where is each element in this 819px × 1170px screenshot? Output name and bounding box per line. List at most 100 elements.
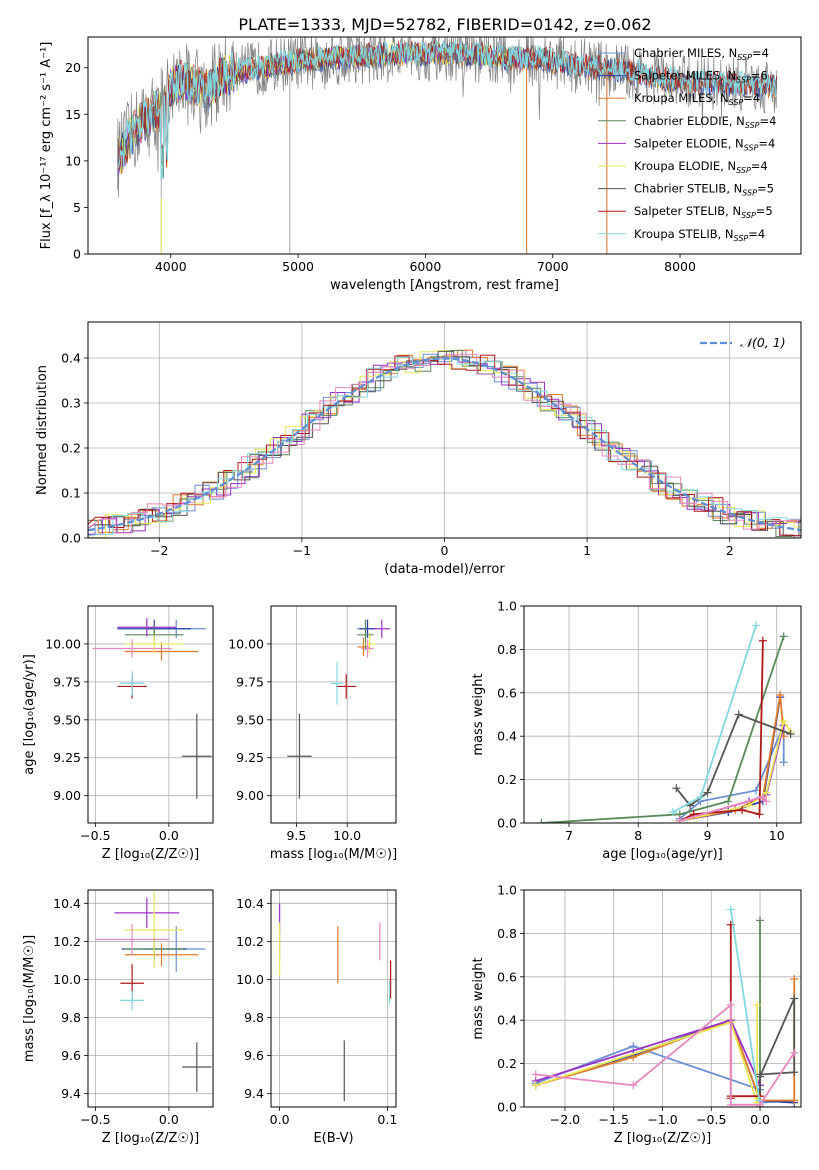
y-tick-label: 9.6 <box>61 1048 81 1063</box>
x-tick-label: −0.5 <box>80 828 110 843</box>
y-tick-label: 5 <box>73 200 81 215</box>
legend-entry-subscript: SSP <box>729 98 744 107</box>
y-tick-label: 0.0 <box>497 816 517 831</box>
age-vs-metallicity-panel: −0.5 0.0 9.00 9.25 9.50 9.75 10.00 Z [log₁₀(Z/Z… <box>22 605 214 862</box>
y-tick-label: 0.4 <box>497 729 517 744</box>
y-axis-label: Normed distribution <box>35 365 50 495</box>
legend-entry-subscript: SSP <box>744 143 759 152</box>
mass-weight-marker <box>790 1096 799 1105</box>
x-tick-label: 9.5 <box>286 828 306 843</box>
mass-vs-metallicity-panel: −0.5 0.0 9.4 9.6 9.8 10.0 10.2 10.4 Z [log₁₀(Z/Z… <box>22 889 214 1146</box>
x-tick-label: 4000 <box>155 259 187 274</box>
plot-area <box>116 37 778 254</box>
y-axis-label: age [log₁₀(age/yr)] <box>22 654 37 775</box>
mass-weight-marker <box>726 1100 735 1107</box>
mass-weight-series-line <box>535 1003 795 1106</box>
x-tick-label: 7 <box>565 828 573 843</box>
mass-weight-marker <box>726 1001 735 1010</box>
y-tick-label: 0.3 <box>61 396 81 411</box>
y-axis-label: mass weight <box>471 957 486 1039</box>
y-tick-label: 9.50 <box>53 712 81 727</box>
legend-entry: Chabrier ELODIE, NSSP=4 <box>634 114 776 130</box>
y-tick-label: 1.0 <box>497 599 517 614</box>
x-tick-label: 0.0 <box>750 1112 770 1127</box>
mass-weight-marker <box>779 717 788 726</box>
legend-entry-value: =5 <box>756 204 773 218</box>
y-tick-label: 0.2 <box>61 441 81 456</box>
x-tick-label: 10 <box>769 828 785 843</box>
legend-entry-value: =4 <box>751 159 768 173</box>
legend-entry: 𝒩(0, 1) <box>740 335 786 350</box>
legend-entry: Salpeter ELODIE, NSSP=4 <box>634 136 775 152</box>
plot-frame <box>523 605 802 824</box>
legend-entry: Kroupa MILES, NSSP=4 <box>634 91 760 107</box>
y-tick-label: 1.0 <box>497 883 517 898</box>
mass-weight-marker <box>629 1081 638 1090</box>
mass-weight-marker <box>756 1072 765 1081</box>
y-tick-label: 15 <box>65 107 81 122</box>
mass-weight-marker <box>734 710 743 719</box>
plot-area <box>95 891 212 1092</box>
mass-weight-marker <box>753 1001 762 1010</box>
y-tick-label: 0.1 <box>61 486 81 501</box>
y-tick-label: 0.0 <box>61 531 81 546</box>
x-axis-label: Z [log₁₀(Z/Z☉)] <box>102 847 199 862</box>
y-tick-label: 9.00 <box>53 788 81 803</box>
legend-entry-value: =4 <box>752 46 769 60</box>
x-axis-label: Z [log₁₀(Z/Z☉)] <box>614 1131 711 1146</box>
legend-entry-text: Salpeter STELIB, N <box>634 204 741 218</box>
y-tick-label: 9.8 <box>244 1010 264 1025</box>
residual-histogram-step <box>88 356 801 537</box>
plot-frame <box>87 36 802 255</box>
legend-entry-value: =4 <box>758 136 775 150</box>
y-tick-label: 9.75 <box>236 674 264 689</box>
y-tick-label: 20 <box>65 60 81 75</box>
residual-histogram-step <box>88 350 801 538</box>
x-axis-label: mass [log₁₀(M/M☉)] <box>270 847 397 862</box>
mass-weight-series-line <box>759 998 796 1097</box>
plot-area <box>88 349 801 538</box>
legend-entry-text: Chabrier MILES, N <box>634 46 737 60</box>
legend-entry-subscript: SSP <box>736 76 751 85</box>
x-tick-label: 8000 <box>664 259 696 274</box>
y-tick-label: 0.0 <box>497 1100 517 1115</box>
y-tick-label: 10.00 <box>228 636 264 651</box>
mass-weight-marker <box>668 808 677 817</box>
x-tick-label: 9 <box>704 828 712 843</box>
mass-weight-marker <box>537 819 546 823</box>
legend-entry-value: =5 <box>757 182 774 196</box>
legend-entry: Salpeter MILES, NSSP=6 <box>634 69 768 85</box>
mass-weight-marker <box>762 797 771 806</box>
x-axis-label: (data-model)/error <box>384 562 505 577</box>
mass-weight-marker <box>758 792 767 801</box>
residual-histogram-step <box>88 350 801 537</box>
mass-weight-marker <box>779 632 788 641</box>
legend-entry-subscript: SSP <box>737 53 752 62</box>
legend-entry-text: Chabrier STELIB, N <box>634 182 742 196</box>
x-tick-label: 8 <box>634 828 642 843</box>
mass-weight-marker <box>756 1100 765 1107</box>
x-tick-label: −1.5 <box>599 1112 629 1127</box>
legend-entry: Salpeter STELIB, NSSP=5 <box>634 204 773 220</box>
y-tick-label: 10.4 <box>236 896 264 911</box>
residual-histogram-step <box>88 354 801 537</box>
x-tick-label: 0.0 <box>270 1112 290 1127</box>
y-axis-label: mass [log₁₀(M/M☉)] <box>22 935 37 1062</box>
normal-distribution-curve <box>88 357 801 532</box>
mass-weight-marker <box>745 801 754 810</box>
mass-weight-marker <box>790 1068 799 1077</box>
x-tick-label: −1 <box>293 543 311 558</box>
y-tick-label: 9.50 <box>236 712 264 727</box>
mass-weight-series-line <box>535 979 796 1102</box>
x-tick-label: 0.0 <box>159 1112 179 1127</box>
x-tick-label: 1 <box>583 543 591 558</box>
y-tick-label: 0.8 <box>497 926 517 941</box>
mass-weight-vs-age-panel: 7 8 9 10 0.0 0.2 0.4 0.6 0.8 1.0 age [log₁₀(age/yr… <box>471 599 802 862</box>
legend-entry-subscript: SSP <box>745 121 760 130</box>
y-tick-label: 9.4 <box>61 1086 81 1101</box>
legend-entry-value: =4 <box>760 114 777 128</box>
mass-weight-marker <box>672 784 681 793</box>
mass-weight-vs-metallicity-panel: −2.0 −1.5 −1.0 −0.5 0.0 0.0 0.2 0.4 0.6 0.8 1.0 Z [… <box>471 883 802 1146</box>
mass-weight-marker <box>751 786 760 795</box>
mass-weight-marker <box>629 1042 638 1051</box>
